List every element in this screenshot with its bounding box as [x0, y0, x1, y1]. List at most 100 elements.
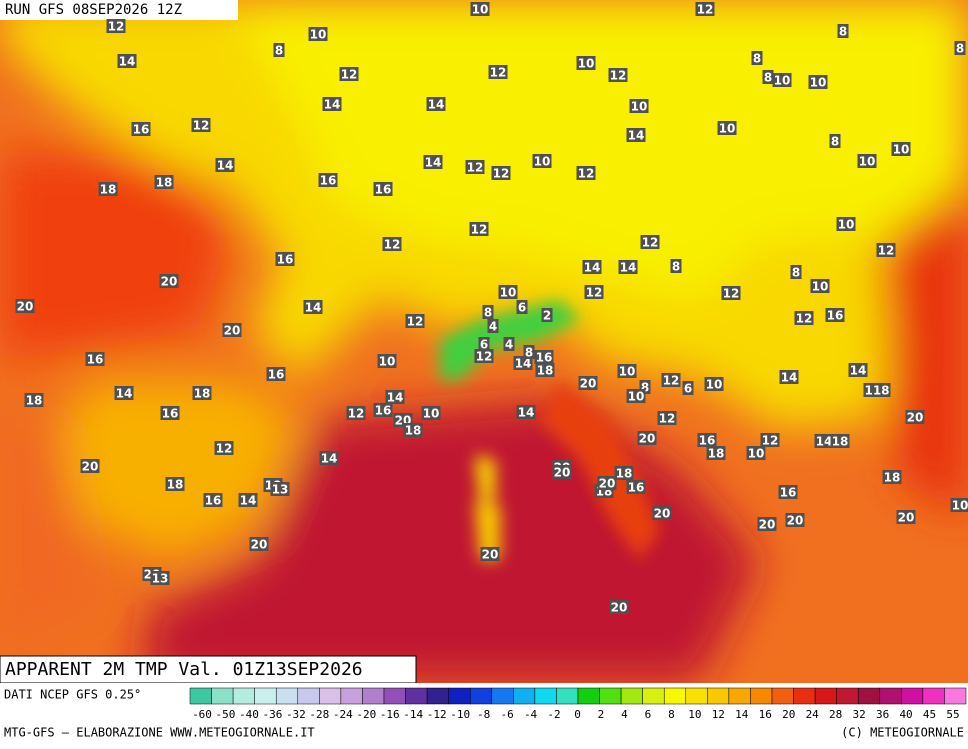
temp-label: 14	[850, 364, 867, 378]
temp-label: 12	[216, 442, 233, 456]
temp-label: 20	[759, 518, 776, 532]
temp-label: 12	[476, 350, 493, 364]
temp-label: 18	[537, 364, 554, 378]
temp-label: 8	[753, 52, 761, 66]
temp-label: 12	[578, 167, 595, 181]
temp-label: 10	[578, 57, 595, 71]
colorbar-label: -16	[380, 708, 400, 721]
colorbar-label: -14	[403, 708, 423, 721]
temp-label: 20	[787, 514, 804, 528]
temp-label: 16	[628, 481, 645, 495]
colorbar-label: 4	[621, 708, 628, 721]
temp-label: 12	[108, 20, 125, 34]
temp-label: 12	[348, 407, 365, 421]
temp-label: 18	[616, 467, 633, 481]
colorbar-label: 10	[688, 708, 701, 721]
credit: MTG-GFS — ELABORAZIONE WWW.METEOGIORNALE…	[4, 726, 315, 740]
colorbar-label: -8	[477, 708, 490, 721]
colorbar-swatch	[880, 688, 902, 704]
colorbar-swatch	[923, 688, 945, 704]
colorbar-label: -50	[216, 708, 236, 721]
colorbar-label: 12	[712, 708, 725, 721]
colorbar-swatch	[233, 688, 255, 704]
colorbar-label: 36	[876, 708, 889, 721]
colorbar-label: -12	[427, 708, 447, 721]
temp-label: 12	[490, 66, 507, 80]
temp-label: 18	[194, 387, 211, 401]
colorbar-swatch	[190, 688, 212, 704]
temp-label: 20	[554, 466, 571, 480]
colorbar-label: 40	[899, 708, 912, 721]
temp-label: 20	[161, 275, 178, 289]
temp-label: 10	[719, 122, 736, 136]
colorbar-swatch	[470, 688, 492, 704]
temp-label: 2	[543, 309, 551, 323]
temp-label: 10	[628, 390, 645, 404]
colorbar-swatch	[858, 688, 880, 704]
temp-label: 20	[654, 507, 671, 521]
temp-label: 14	[518, 406, 535, 420]
temp-label: 8	[839, 25, 847, 39]
colorbar-swatch	[384, 688, 406, 704]
temp-label: 10	[534, 155, 551, 169]
colorbar-swatch	[750, 688, 772, 704]
temp-label: 20	[251, 538, 268, 552]
colorbar-label: -28	[309, 708, 329, 721]
temp-label: 20	[224, 324, 241, 338]
colorbar-swatch	[276, 688, 298, 704]
colorbar-swatch	[664, 688, 686, 704]
colorbar-label: 0	[574, 708, 581, 721]
colorbar-swatch	[772, 688, 794, 704]
colorbar-swatch	[513, 688, 535, 704]
colorbar-label: -60	[192, 708, 212, 721]
temp-label: 16	[205, 494, 222, 508]
temp-label: 16	[320, 174, 337, 188]
colorbar-label: -20	[356, 708, 376, 721]
colorbar-swatch	[535, 688, 557, 704]
temp-label: 16	[133, 123, 150, 137]
copyright: (C) METEOGIORNALE	[841, 726, 964, 740]
temp-label: 10	[893, 143, 910, 157]
colorbar-swatch	[815, 688, 837, 704]
colorbar-swatch	[556, 688, 578, 704]
temp-label: 12	[762, 434, 779, 448]
temp-label: 6	[518, 301, 526, 315]
colorbar-swatch	[837, 688, 859, 704]
colorbar-swatch	[643, 688, 665, 704]
colorbar-label: 45	[923, 708, 936, 721]
colorbar-label: -6	[500, 708, 513, 721]
colorbar-label: -24	[333, 708, 353, 721]
colorbar-label: 24	[806, 708, 820, 721]
temp-label: 10	[423, 407, 440, 421]
temp-label: 8	[956, 42, 964, 56]
map-title: APPARENT 2M TMP Val. 01Z13SEP2026	[5, 659, 363, 680]
temp-label: 8	[831, 135, 839, 149]
temp-label: 20	[907, 411, 924, 425]
colorbar-swatch	[600, 688, 622, 704]
colorbar-swatch	[298, 688, 320, 704]
colorbar-swatch	[729, 688, 751, 704]
temp-label: 16	[699, 434, 716, 448]
colorbar-swatch	[794, 688, 816, 704]
temp-label: 8	[792, 266, 800, 280]
temp-label: 14	[305, 301, 322, 315]
temp-label: 12	[467, 161, 484, 175]
colorbar-label: 6	[645, 708, 652, 721]
source: DATI NCEP GFS 0.25°	[4, 688, 141, 702]
colorbar-label: -4	[524, 708, 538, 721]
colorbar-swatch	[427, 688, 449, 704]
colorbar-label: -32	[286, 708, 306, 721]
temp-label: 14	[217, 159, 234, 173]
temp-label: 18	[884, 471, 901, 485]
temp-label: 12	[796, 312, 813, 326]
temp-label: 20	[898, 511, 915, 525]
temp-label: 14	[620, 261, 637, 275]
temp-label: 16	[375, 404, 392, 418]
temp-label: 18	[167, 478, 184, 492]
temp-label: 18	[832, 435, 849, 449]
colorbar-label: 20	[782, 708, 795, 721]
temp-label: 20	[82, 460, 99, 474]
temp-label: 10	[472, 3, 489, 17]
temp-label: 8	[275, 44, 283, 58]
colorbar-label: -2	[547, 708, 560, 721]
